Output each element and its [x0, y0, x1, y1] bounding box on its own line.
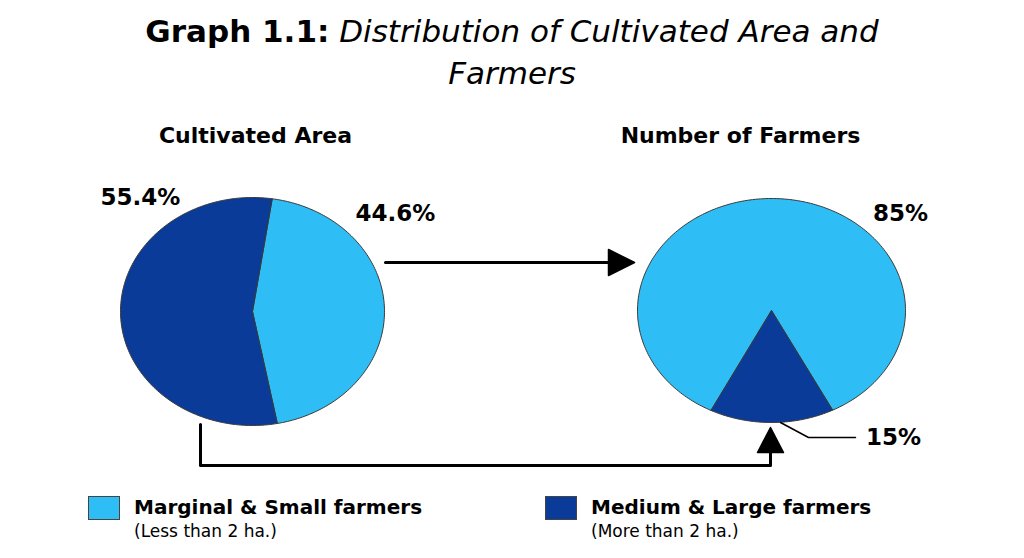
html-text:Medium & Large farmers: Medium & Large farmers	[591, 495, 872, 519]
html-text:(More than 2 ha.): (More than 2 ha.)	[591, 521, 739, 541]
svg-text:85%: 85%	[873, 200, 928, 226]
html-text:(Less than 2 ha.): (Less than 2 ha.)	[134, 521, 277, 541]
html-text:Graph 1.1: Distribution of Cul: Graph 1.1: Distribution of Cultivated Ar…	[145, 13, 879, 91]
svg-text:55.4%: 55.4%	[101, 184, 181, 210]
svg-text:44.6%: 44.6%	[356, 200, 436, 226]
html-text:Marginal & Small farmers: Marginal & Small farmers	[134, 495, 422, 519]
svg-text:Cultivated Area: Cultivated Area	[159, 123, 352, 148]
svg-text:Number of Farmers: Number of Farmers	[621, 123, 861, 148]
svg-text:15%: 15%	[866, 424, 921, 450]
